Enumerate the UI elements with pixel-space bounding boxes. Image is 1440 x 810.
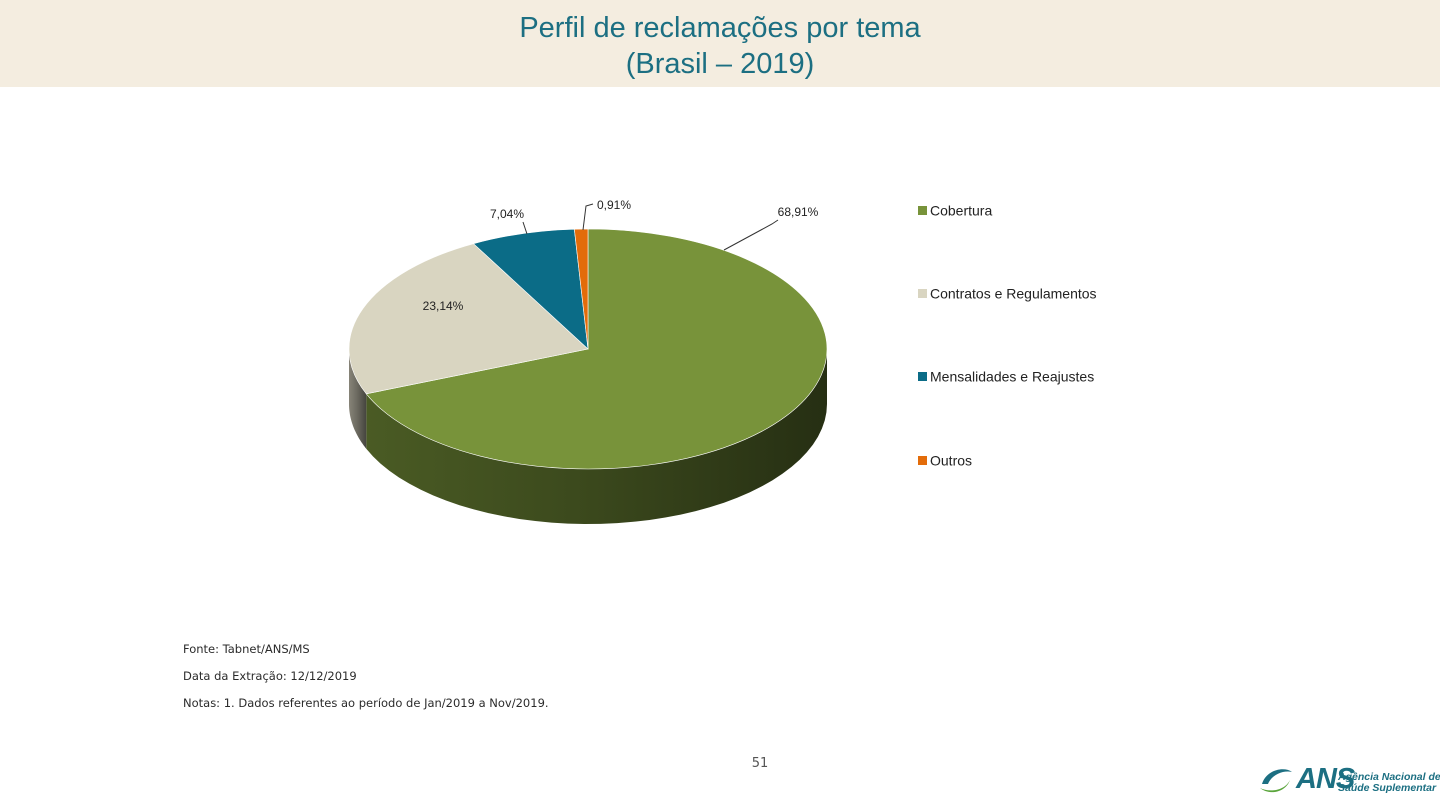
extraction-date-note: Data da Extração: 12/12/2019 bbox=[183, 669, 357, 683]
ans-logo-subtitle: Agência Nacional de Saúde Suplementar bbox=[1338, 771, 1440, 794]
legend-label-3: Outros bbox=[930, 453, 972, 469]
pie-chart: 68,91% 23,14% 7,04% 0,91% Cobertura Contratos… bbox=[348, 198, 1097, 524]
pie-side-0 bbox=[366, 349, 827, 524]
title-band bbox=[0, 0, 1440, 87]
notes-block: Fonte: Tabnet/ANS/MS Data da Extração: 1… bbox=[183, 640, 549, 721]
data-label-leader-0 bbox=[723, 219, 779, 251]
legend-label-0: Cobertura bbox=[930, 203, 992, 219]
data-label-0: 68,91% bbox=[778, 205, 819, 219]
legend-swatch-3 bbox=[918, 456, 927, 465]
period-note: Notas: 1. Dados referentes ao período de… bbox=[183, 696, 549, 710]
legend-label-2: Mensalidades e Reajustes bbox=[930, 369, 1094, 385]
ans-logo-wordmark: ANS bbox=[1296, 763, 1355, 795]
ans-logo: ANS Agência Nacional de Saúde Suplementa… bbox=[1258, 760, 1440, 800]
legend-swatch-2 bbox=[918, 372, 927, 381]
legend-swatch-0 bbox=[918, 206, 927, 215]
pie-side-1 bbox=[349, 349, 367, 449]
pie-slice-0 bbox=[365, 228, 828, 470]
legend-swatch-1 bbox=[918, 289, 927, 298]
ans-logo-icon bbox=[1260, 769, 1292, 793]
page-number: 51 bbox=[751, 756, 769, 771]
title-line-2: (Brasil – 2019) bbox=[625, 48, 815, 80]
data-label-1: 23,14% bbox=[423, 299, 464, 313]
legend-label-1: Contratos e Regulamentos bbox=[930, 286, 1097, 302]
title-line-1: Perfil de reclamações por tema bbox=[519, 12, 921, 44]
pie-slice-2 bbox=[472, 228, 589, 350]
data-label-leader-3 bbox=[582, 203, 594, 231]
source-note: Fonte: Tabnet/ANS/MS bbox=[183, 642, 310, 656]
page-title: Perfil de reclamações por tema (Brasil –… bbox=[0, 10, 1440, 82]
data-label-3: 0,91% bbox=[597, 198, 631, 212]
pie-slice-3 bbox=[574, 228, 589, 350]
data-label-leader-2 bbox=[522, 221, 528, 235]
data-label-2: 7,04% bbox=[490, 207, 524, 221]
pie-slice-1 bbox=[348, 243, 589, 395]
